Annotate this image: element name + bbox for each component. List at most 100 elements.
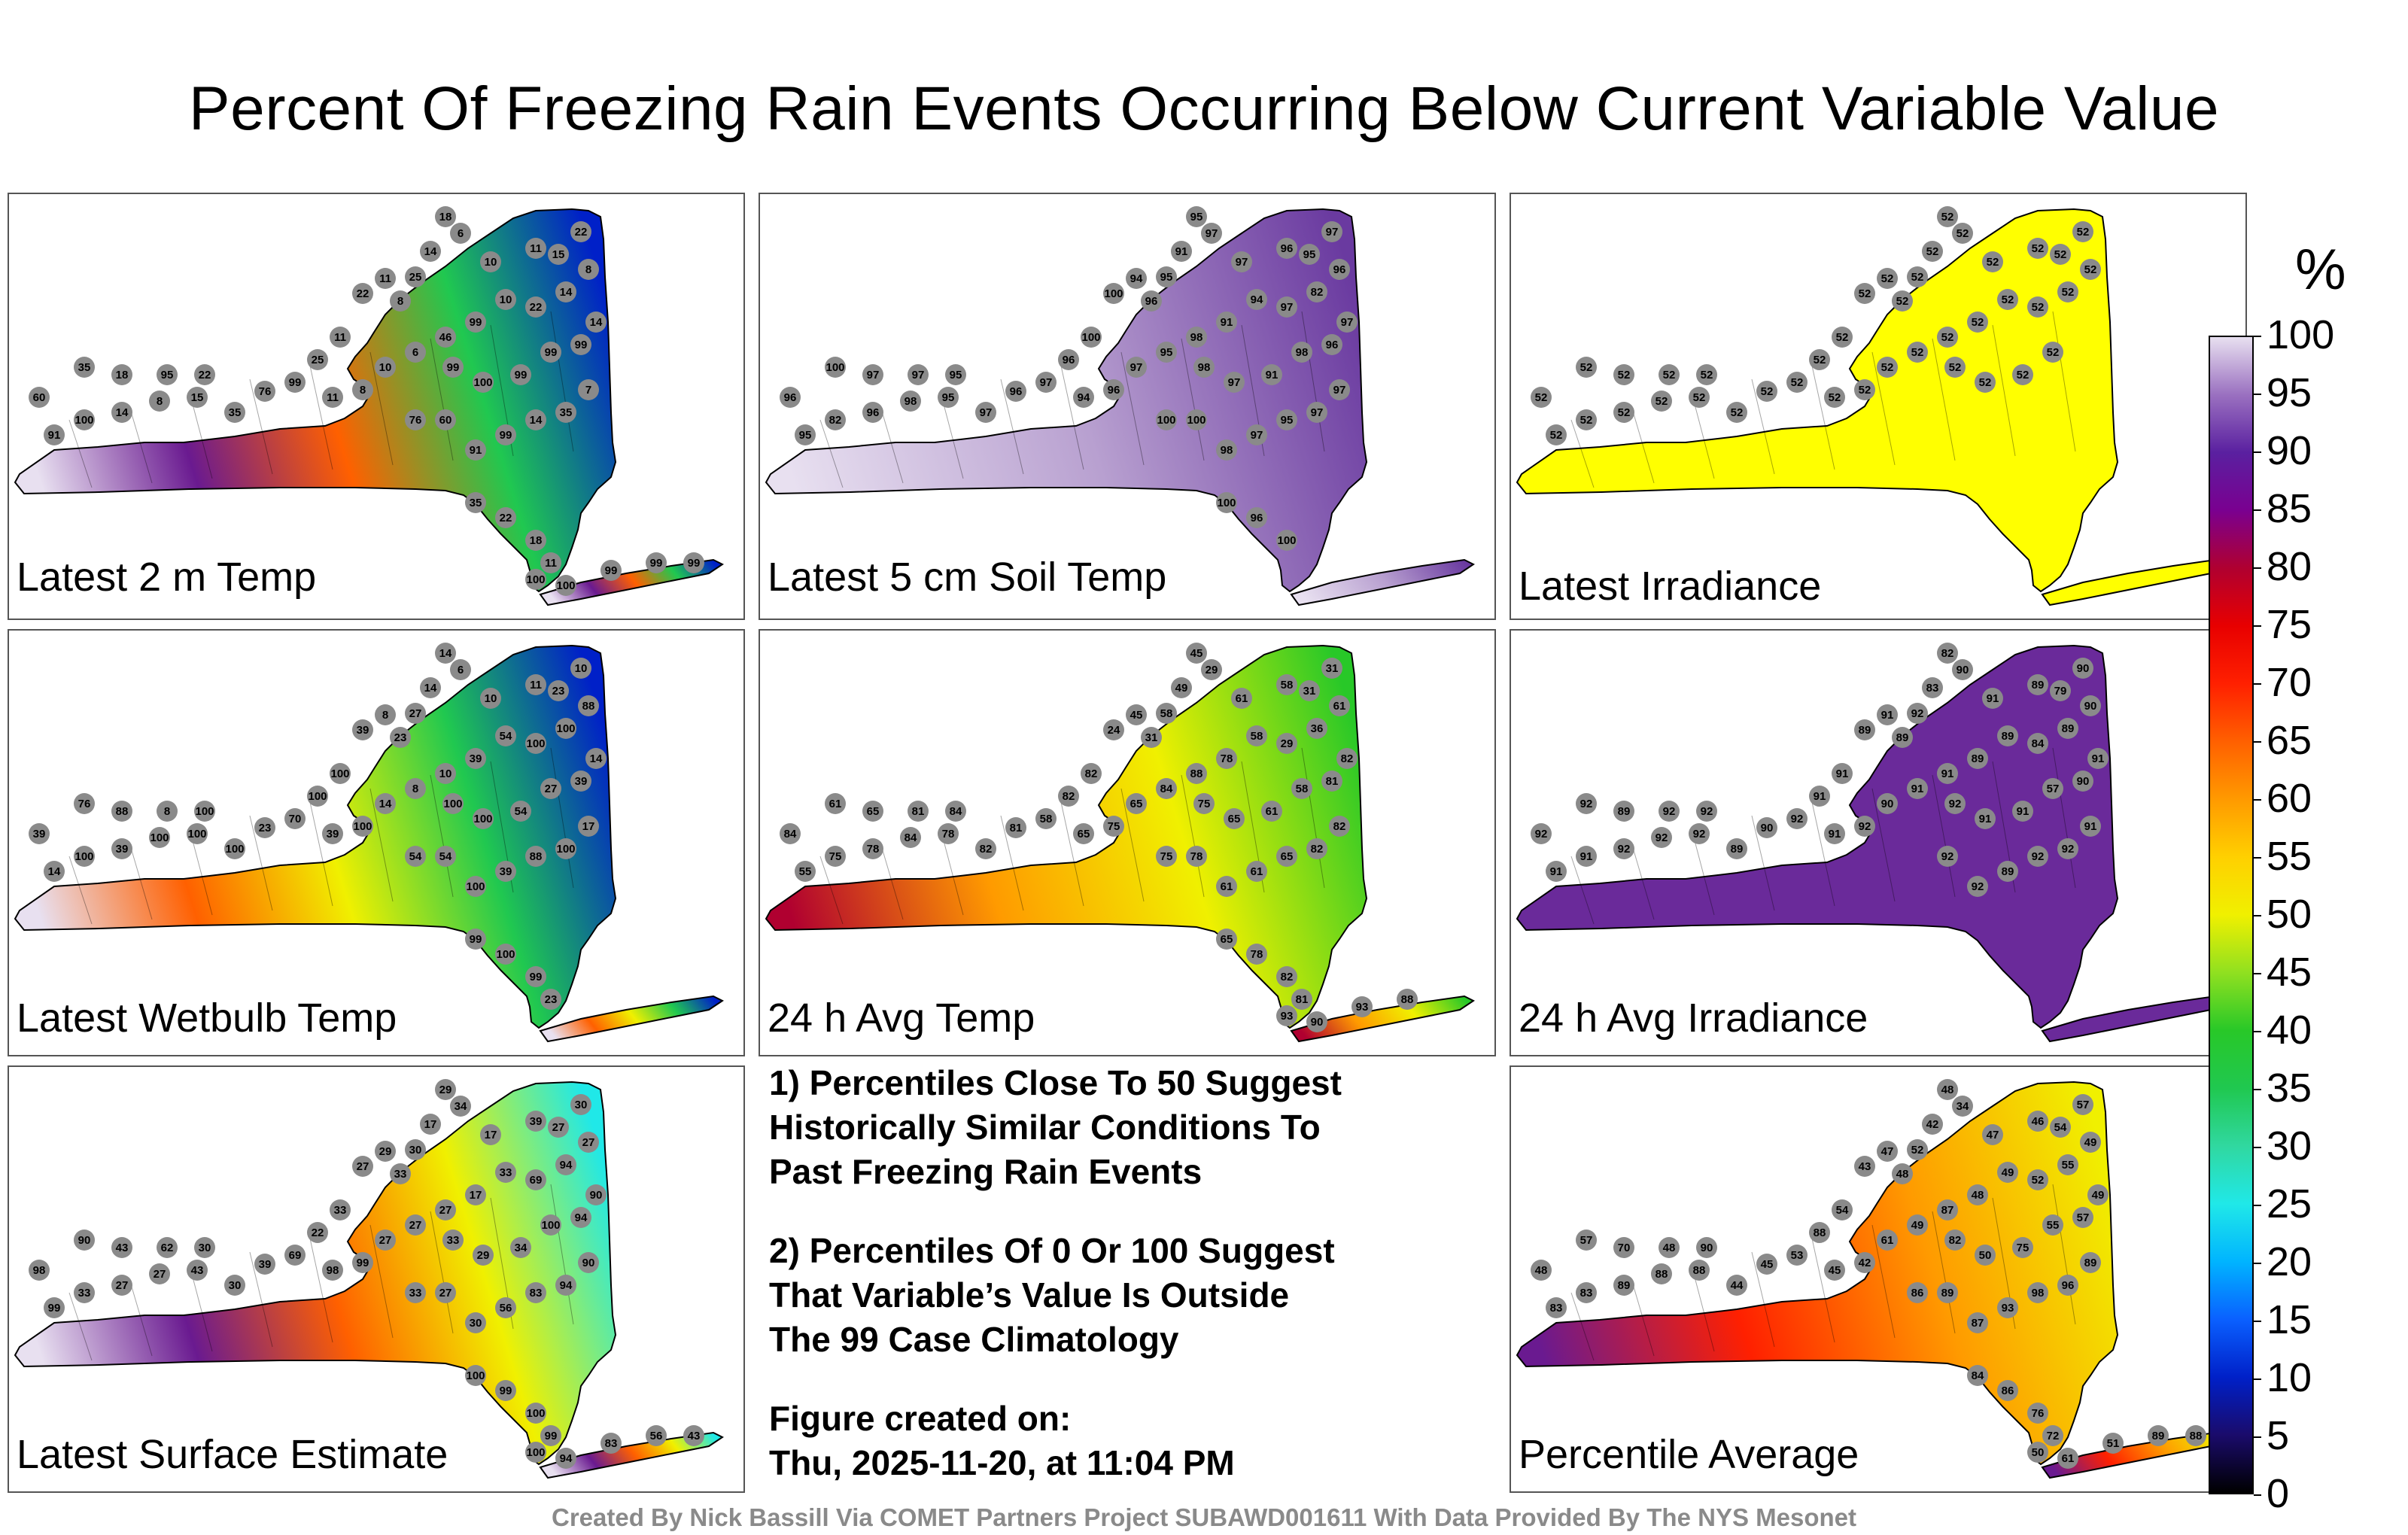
station-dot (44, 1297, 65, 1318)
station-value: 99 (650, 557, 663, 570)
station-value: 22 (530, 301, 543, 314)
colorbar-tick-mark (2254, 567, 2261, 569)
county-line (430, 1211, 454, 1334)
station-marker: 83 (600, 1433, 622, 1454)
station-dot (1291, 342, 1312, 363)
panel-label: Latest 2 m Temp (17, 555, 317, 600)
station-marker: 92 (1907, 703, 1928, 724)
station-value: 54 (2054, 1121, 2067, 1134)
station-dot (1967, 1365, 1988, 1386)
station-marker: 92 (1576, 793, 1597, 814)
station-value: 99 (575, 339, 588, 351)
station-value: 92 (1701, 805, 1713, 818)
station-marker: 52 (1576, 357, 1597, 378)
station-marker: 100 (525, 569, 546, 590)
long-island-shape (2041, 995, 2226, 1043)
county-line (309, 1238, 333, 1343)
station-value: 10 (575, 662, 588, 675)
station-dot (1126, 704, 1147, 725)
station-value: 90 (78, 1234, 91, 1247)
station-value: 27 (154, 1268, 166, 1281)
station-value: 39 (470, 752, 482, 765)
station-marker: 8 (390, 290, 411, 312)
station-dot (510, 1237, 531, 1258)
station-marker: 100 (74, 409, 95, 430)
station-value: 23 (259, 822, 272, 834)
station-dot (1231, 688, 1252, 709)
station-value: 27 (545, 783, 558, 795)
station-dot (525, 569, 546, 590)
station-marker: 90 (578, 1252, 599, 1273)
station-dot (578, 1252, 599, 1273)
station-marker: 98 (900, 391, 921, 412)
station-marker: 97 (908, 364, 929, 385)
station-dot (1877, 357, 1898, 378)
station-dot (1171, 677, 1192, 698)
station-marker: 96 (862, 402, 883, 423)
station-dot (1156, 409, 1177, 430)
station-marker: 36 (1306, 718, 1327, 739)
station-value: 92 (1535, 828, 1548, 840)
map-panel: 29 34 17 29 33 27 30 17 39 27 30 27 94 69 33 17 27 27 27 99… (8, 1065, 745, 1493)
station-dot (307, 349, 328, 370)
station-dot (420, 241, 441, 262)
station-marker: 50 (2027, 1442, 2048, 1463)
station-dot (1186, 206, 1207, 227)
station-marker: 82 (1081, 763, 1102, 784)
station-dot (548, 244, 569, 265)
station-value: 52 (1618, 406, 1631, 419)
station-value: 52 (1791, 376, 1804, 389)
station-dot (1944, 793, 1966, 814)
station-marker: 15 (548, 244, 569, 265)
station-dot (224, 402, 245, 423)
station-value: 39 (116, 843, 129, 856)
station-value: 50 (1979, 1249, 1992, 1262)
station-marker: 78 (1246, 944, 1267, 965)
long-island-shape (539, 995, 724, 1043)
station-marker: 99 (646, 552, 667, 573)
station-value: 27 (409, 1219, 422, 1232)
station-marker: 35 (555, 402, 576, 423)
station-value: 11 (327, 391, 339, 404)
station-dot (1922, 677, 1943, 698)
station-value: 92 (1949, 798, 1962, 810)
station-dot (435, 327, 456, 348)
station-marker: 100 (1276, 530, 1297, 551)
station-marker: 11 (330, 327, 351, 348)
station-marker: 100 (330, 763, 351, 784)
station-dot (375, 357, 396, 378)
station-marker: 92 (1967, 876, 1988, 897)
colorbar-tick-mark (2254, 741, 2261, 743)
station-value: 43 (688, 1430, 701, 1442)
station-dot (1877, 1141, 1898, 1162)
station-value: 95 (799, 429, 812, 442)
colorbar-tick-label: 15 (2267, 1297, 2312, 1342)
map-panel: 45 29 49 45 31 24 58 61 58 31 31 61 36 29 58 78 88 84 65 75… (759, 629, 1496, 1056)
station-marker: 89 (1726, 838, 1747, 859)
station-dot (2080, 1252, 2101, 1273)
station-marker: 97 (862, 364, 883, 385)
station-marker: 11 (525, 674, 546, 695)
station-marker: 58 (1246, 725, 1267, 746)
station-dot (74, 1230, 95, 1251)
station-marker: 42 (1854, 1252, 1875, 1273)
station-value: 92 (1693, 828, 1706, 840)
station-value: 52 (1580, 414, 1593, 427)
station-dot (1291, 778, 1312, 799)
station-value: 99 (500, 429, 512, 442)
station-value: 14 (379, 798, 392, 810)
station-marker: 97 (1246, 424, 1267, 445)
station-marker: 99 (540, 1425, 561, 1446)
station-dot (1854, 816, 1875, 837)
state-shape (765, 644, 1368, 1029)
station-marker: 97 (1201, 223, 1222, 244)
station-value: 52 (1663, 369, 1676, 381)
station-value: 70 (289, 813, 302, 825)
station-value: 88 (1401, 993, 1414, 1006)
station-marker: 83 (1546, 1297, 1567, 1318)
station-marker: 30 (405, 1139, 426, 1160)
station-dot (390, 727, 411, 748)
station-dot (1103, 816, 1124, 837)
